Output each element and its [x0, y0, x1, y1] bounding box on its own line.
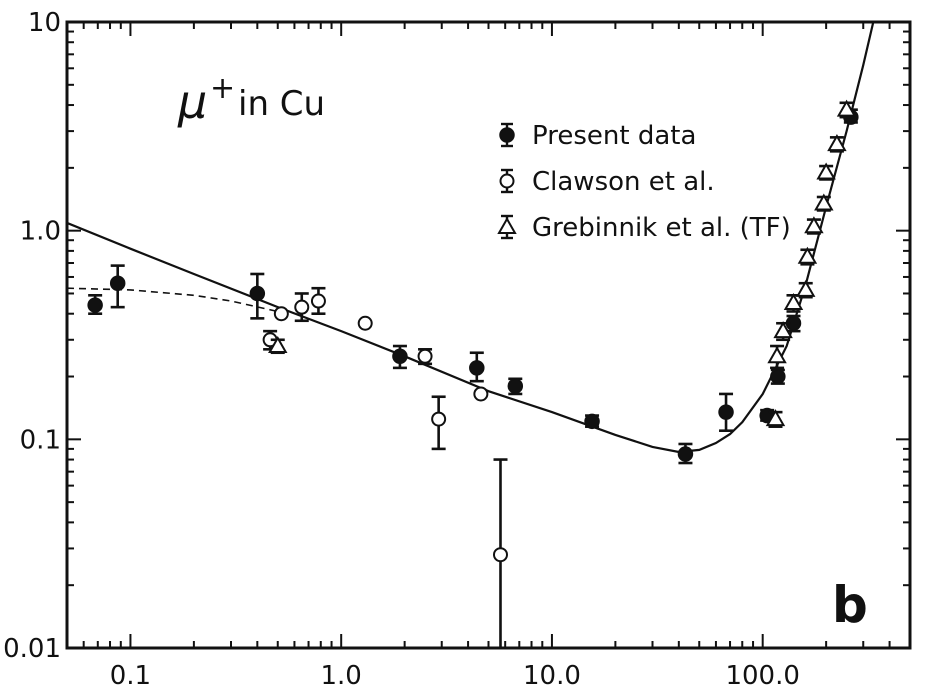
data-point — [87, 297, 103, 313]
data-point — [109, 275, 126, 291]
y-axis-ticks: 0.01 0.1 1.0 10 — [3, 8, 910, 664]
series-1 — [262, 286, 508, 648]
data-point — [814, 193, 834, 211]
data-point — [770, 368, 786, 385]
y-tick-label: 1.0 — [20, 217, 61, 247]
x-tick-label: 0.1 — [110, 661, 151, 691]
series-2 — [268, 99, 857, 428]
data-point — [357, 315, 373, 331]
data-point — [310, 293, 326, 309]
legend-marker — [499, 173, 515, 189]
series-0 — [87, 108, 859, 465]
legend-label: Grebinnik et al. (TF) — [532, 213, 791, 243]
legend-marker — [499, 127, 515, 143]
legend-label: Present data — [532, 121, 696, 151]
data-point — [783, 293, 804, 311]
data-point — [804, 216, 824, 234]
data-point — [584, 413, 600, 430]
legend-label: Clawson et al. — [532, 167, 715, 197]
y-tick-label: 10 — [28, 8, 61, 38]
x-tick-label: 100.0 — [725, 661, 799, 691]
data-point — [677, 446, 694, 462]
data-point — [268, 336, 288, 354]
data-point — [431, 411, 447, 427]
data-point — [392, 348, 408, 365]
data-point — [273, 306, 289, 322]
material-annotation-rest: in Cu — [238, 84, 325, 124]
x-axis-ticks: 0.1 1.0 10.0 100.0 — [66, 22, 911, 691]
data-point — [836, 99, 857, 117]
data-point — [294, 299, 310, 315]
data-point — [827, 134, 847, 152]
data-point — [507, 378, 524, 394]
data-point — [249, 285, 266, 302]
legend-marker — [497, 216, 517, 234]
y-tick-label: 0.1 — [20, 425, 61, 455]
x-tick-label: 10.0 — [523, 661, 581, 691]
annotations: μ + in Cu b — [177, 71, 868, 634]
data-point — [473, 386, 489, 402]
data-point — [492, 547, 508, 563]
fit-curve-dashed — [67, 287, 278, 313]
y-tick-label: 0.01 — [3, 634, 61, 664]
material-annotation-superscript: + — [210, 71, 235, 106]
data-point — [767, 346, 787, 364]
data-point — [816, 162, 836, 180]
data-points — [87, 99, 859, 648]
data-point — [765, 409, 786, 427]
data-point — [797, 246, 818, 264]
data-point — [773, 321, 793, 339]
legend: Present data Clawson et al. Grebinnik et a… — [497, 121, 791, 243]
data-point — [795, 279, 816, 297]
data-point — [469, 360, 485, 376]
x-tick-label: 1.0 — [321, 661, 362, 691]
data-point — [718, 404, 734, 420]
panel-letter: b — [832, 576, 868, 634]
material-annotation: μ — [177, 75, 207, 129]
data-point — [417, 348, 433, 364]
